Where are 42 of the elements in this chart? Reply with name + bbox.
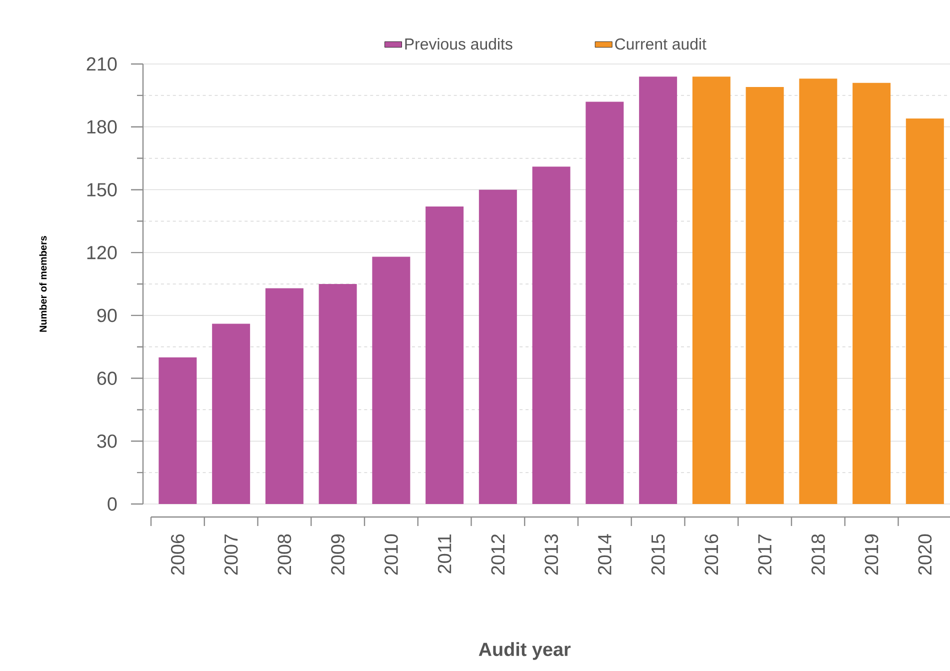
bar — [372, 256, 410, 504]
y-tick-label: 150 — [87, 183, 117, 196]
x-tick-label: 2012 — [491, 534, 505, 575]
bar — [906, 118, 944, 504]
x-tick-label: 2007 — [224, 534, 238, 575]
y-tick-label: 180 — [87, 120, 117, 134]
bar — [212, 324, 250, 504]
x-tick-label: 2016 — [704, 534, 718, 575]
x-tick-label: 2013 — [544, 534, 558, 575]
bar — [586, 102, 624, 504]
bar — [532, 166, 570, 504]
bar — [639, 76, 678, 504]
bar — [318, 284, 357, 504]
y-tick-label: 210 — [86, 57, 117, 71]
bar — [426, 206, 464, 504]
x-tick-label: 2010 — [384, 534, 398, 575]
bar — [158, 357, 197, 504]
x-tick-label: 2018 — [811, 534, 825, 575]
y-axis-title: Number of members — [39, 236, 47, 332]
x-tick-label: 2011 — [438, 534, 452, 574]
bar — [852, 82, 891, 504]
x-tick-label: 2008 — [278, 534, 292, 575]
bar — [692, 76, 730, 504]
y-tick-label: 90 — [97, 308, 117, 322]
bar — [746, 87, 784, 504]
y-tick-label: 30 — [97, 434, 117, 448]
bar — [799, 78, 838, 504]
x-tick-label: 2006 — [170, 534, 184, 575]
x-tick-label: 2015 — [651, 534, 665, 575]
y-tick-label: 60 — [97, 372, 117, 385]
y-tick-label: 0 — [108, 497, 117, 511]
x-axis-title: Audit year — [478, 642, 571, 660]
bar — [478, 190, 517, 504]
y-tick-label: 120 — [87, 246, 117, 260]
x-tick-label: 2014 — [598, 534, 612, 575]
bar — [265, 288, 304, 504]
legend-label: Previous audits — [405, 38, 512, 50]
x-tick-label: 2017 — [758, 534, 772, 575]
x-tick-label: 2009 — [331, 534, 345, 575]
x-tick-label: 2020 — [918, 534, 932, 575]
x-tick-label: 2019 — [864, 534, 878, 575]
legend-label: Current audit — [615, 38, 706, 50]
